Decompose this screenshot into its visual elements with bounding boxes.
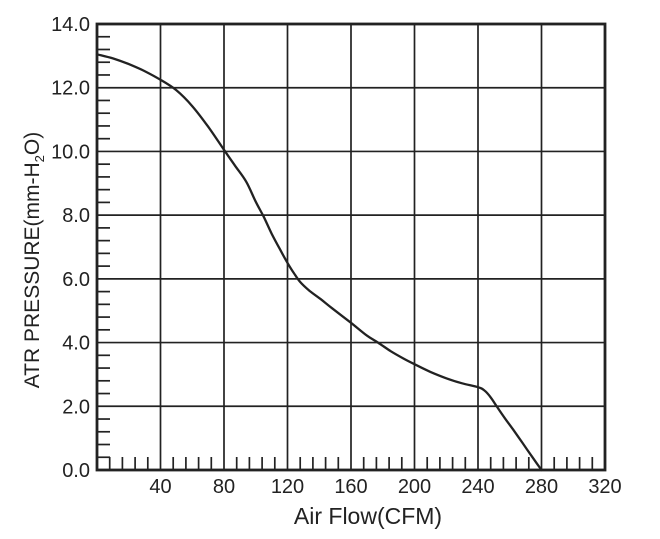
- x-tick-label: 240: [461, 476, 494, 498]
- x-tick-label: 80: [213, 476, 235, 498]
- x-tick-label: 200: [398, 476, 431, 498]
- y-tick-label: 0.0: [62, 460, 90, 482]
- y-axis-title-subscript: 2: [32, 155, 48, 163]
- y-axis-title: ATR PRESSURE(mm-H2O): [20, 90, 48, 430]
- x-axis-title: Air Flow(CFM): [293, 503, 443, 529]
- plot-border: [95, 22, 607, 472]
- x-tick-label: 120: [271, 476, 304, 498]
- y-tick-label: 2.0: [62, 396, 90, 418]
- pressure-curve: [95, 53, 543, 472]
- y-tick-label: 8.0: [62, 205, 90, 227]
- y-axis-title-suffix: O): [21, 131, 44, 156]
- y-tick-label: 12.0: [51, 78, 90, 100]
- x-tick-label: 40: [149, 476, 171, 498]
- x-tick-label: 280: [525, 476, 558, 498]
- y-tick-label: 14.0: [51, 14, 90, 36]
- x-tick-label: 320: [588, 476, 621, 498]
- x-tick-label: 160: [334, 476, 367, 498]
- y-tick-label: 6.0: [62, 269, 90, 291]
- y-tick-label: 4.0: [62, 333, 90, 355]
- y-tick-label: 10.0: [51, 141, 90, 163]
- y-axis-title-text: ATR PRESSURE(mm-H: [21, 162, 44, 389]
